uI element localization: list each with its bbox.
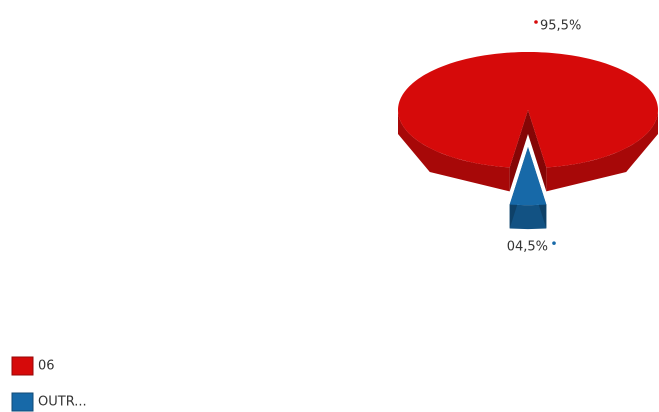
label-dot [534, 20, 538, 24]
legend-swatch [11, 356, 34, 376]
legend: 06 OUTR... [11, 356, 87, 412]
legend-label: OUTR... [38, 395, 87, 410]
data-labels: 95,5% 04,5% [507, 19, 582, 255]
slice [398, 52, 658, 168]
data-label: 95,5% [540, 19, 581, 34]
data-label: 04,5% [507, 240, 548, 255]
legend-swatch [11, 392, 34, 412]
slice-side [546, 110, 658, 192]
slice-wall [509, 110, 528, 192]
slice-wall [528, 110, 547, 192]
slice-side [509, 204, 547, 230]
label-dot [552, 241, 556, 245]
slice-side [398, 110, 510, 192]
legend-label: 06 [38, 359, 55, 374]
slice [509, 147, 547, 206]
pie [398, 52, 658, 230]
